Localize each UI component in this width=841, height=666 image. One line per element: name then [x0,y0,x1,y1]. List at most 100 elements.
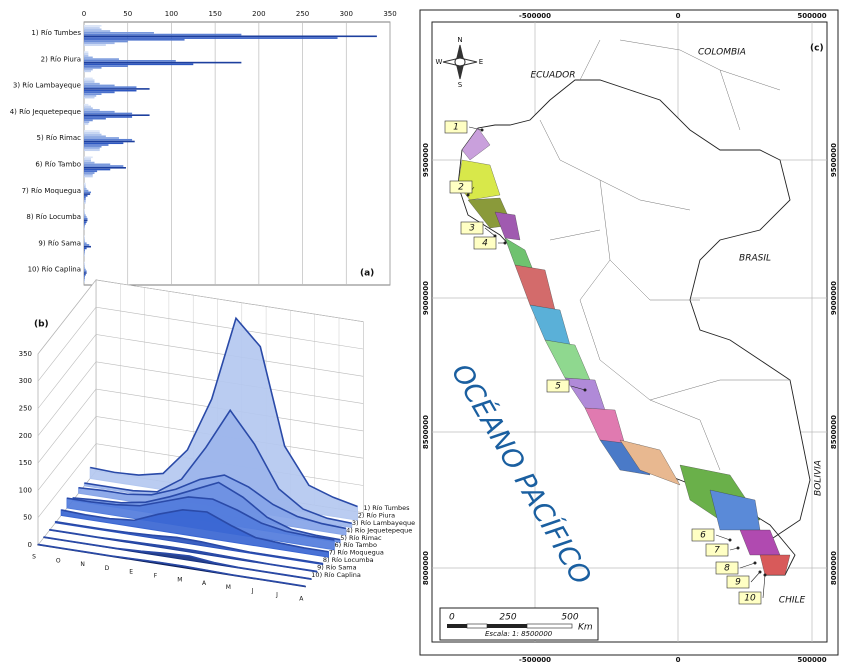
x-tick-label: 100 [165,10,178,18]
bar [84,28,102,31]
y-tick-label: 9) Río Sama [38,239,81,247]
marker-box [449,180,473,194]
bar [84,82,100,85]
grid-line [37,334,364,409]
panel-label: (a) [360,269,374,279]
bar [84,193,91,195]
compass-e: E [479,58,483,66]
y-tick-label: 10) Río Caplina [28,266,81,274]
legend-label: 1) Río Tumbes [364,504,411,512]
bar [84,123,89,125]
x-tick-label: 250 [296,10,309,18]
area-edge [55,520,323,565]
bar [84,117,106,120]
marker-box [444,120,468,134]
x-tick-label: M [177,576,182,583]
bar [84,224,85,227]
country: ECUADOR [531,71,576,81]
bar [84,172,95,174]
bar [84,268,86,271]
bar [84,61,242,64]
bar [84,26,100,29]
bar [84,196,86,199]
legend-label: 7) Río Moquegua [329,549,384,557]
bar [84,221,87,223]
area-edge [66,496,335,541]
bar [84,39,185,41]
legend-label: 6) Río Tambo [335,541,377,549]
coord-label: 500000 [797,12,826,20]
country: BOLIVIA [814,460,824,496]
bar [84,219,88,222]
coord-label: -500000 [519,12,551,20]
y-tick-label: 250 [19,405,32,413]
coord-label: 8500000 [422,415,430,449]
bar [84,116,133,118]
scale-tick: 500 [561,613,578,623]
marker-box [691,528,715,542]
coord-label: 500000 [797,656,826,664]
marker-box [715,561,739,575]
coord-label: 0 [676,12,681,20]
bar [84,200,86,202]
x-tick-label: 50 [123,10,132,18]
y-tick-label: 200 [19,432,32,440]
y-tick-label: 50 [23,514,32,522]
x-tick-label: J [251,588,254,595]
area-edge [84,408,352,525]
x-tick-label: O [56,557,61,564]
y-tick-label: 0 [28,541,32,549]
bar [84,198,86,201]
bar [84,252,85,255]
x-tick-label: J [275,592,278,599]
marker-point [736,546,740,550]
bar [84,138,133,141]
country: COLOMBIA [698,48,746,58]
bar [84,89,137,92]
bar [84,140,135,143]
scale-text: Escala: 1: 8500000 [485,630,553,638]
x-tick-label: 300 [340,10,353,18]
y-tick-label: 6) Río Tambo [35,161,81,169]
bar [84,174,93,176]
y-tick-label: 300 [19,377,32,385]
bar [84,170,98,173]
bar [84,189,89,192]
bar [84,68,93,71]
marker-point [503,241,507,245]
scale-tick: 0 [449,613,455,623]
marker-label: 10 [744,594,756,604]
panel-label: (b) [34,320,49,330]
bar [84,112,133,115]
bar [84,228,85,230]
bar [84,280,85,283]
compass-n: N [457,36,462,44]
panel-a: 0 50 100 150 200 250 300 350 1) Río Tumbes 2) Río… [10,10,397,286]
marker-leader [750,571,761,583]
marker-point [763,573,767,577]
marker-leader [484,227,496,237]
bar [84,137,119,139]
legend-label: 9) Río Sama [317,563,357,571]
bar [84,279,85,281]
y-tick-label: 7) Río Moquegua [22,187,81,195]
coord-label: 8000000 [422,551,430,585]
marker-point [466,193,470,197]
bar [84,54,89,57]
legend-label: 2) Río Piura [358,512,395,520]
bar [84,63,194,66]
bar [84,135,106,138]
bar [84,121,90,123]
marker-box [546,379,570,393]
compass-s: S [458,81,463,89]
bar [84,109,100,111]
marker-point [728,538,732,542]
area-edge [72,481,341,541]
bar [84,261,85,264]
legend-label: 3) Río Lambayeque [352,519,415,527]
bar [84,266,85,269]
bar [84,165,124,167]
bar [84,263,85,266]
